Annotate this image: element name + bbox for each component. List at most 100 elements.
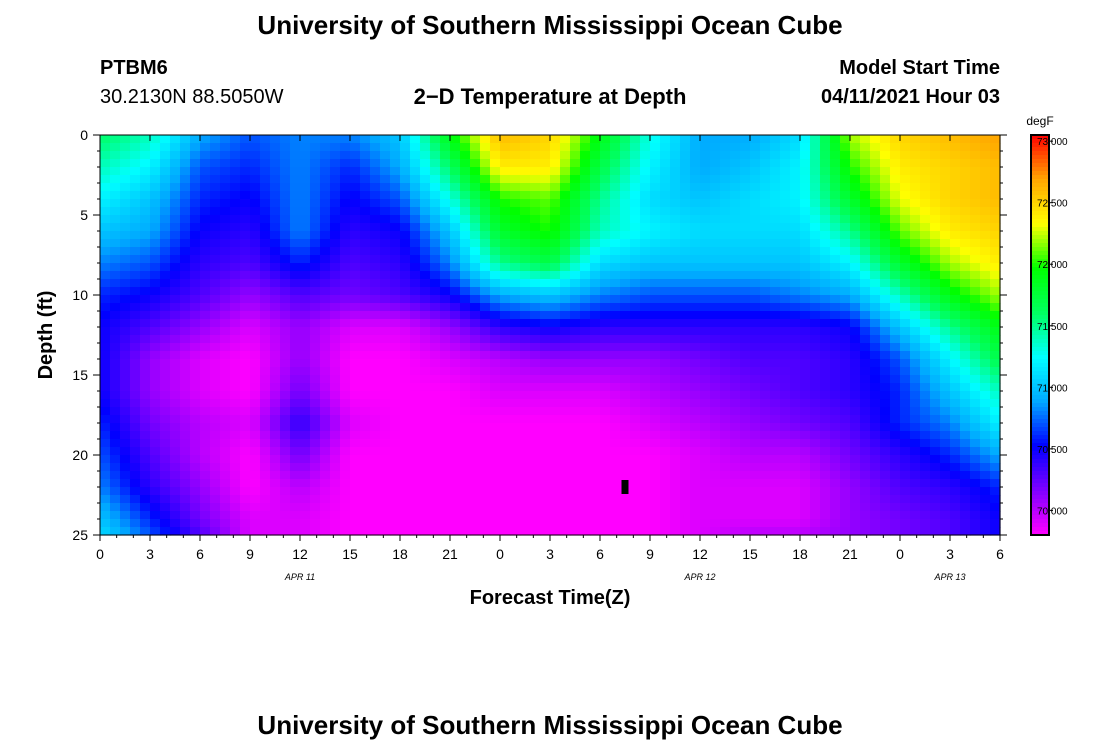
heatmap-cell <box>270 455 281 464</box>
heatmap-cell <box>980 519 991 528</box>
heatmap-cell <box>950 463 961 472</box>
heatmap-cell <box>550 239 561 248</box>
heatmap-cell <box>780 359 791 368</box>
heatmap-cell <box>880 519 891 528</box>
heatmap-cell <box>320 407 331 416</box>
heatmap-cell <box>540 487 551 496</box>
heatmap-cell <box>240 207 251 216</box>
heatmap-cell <box>260 191 271 200</box>
heatmap-cell <box>290 527 301 536</box>
heatmap-cell <box>790 167 801 176</box>
heatmap-cell <box>970 383 981 392</box>
heatmap-cell <box>290 303 301 312</box>
station-id: PTBM6 <box>100 57 168 79</box>
heatmap-cell <box>990 319 1001 328</box>
heatmap-cell <box>100 359 111 368</box>
heatmap-cell <box>510 151 521 160</box>
heatmap-cell <box>320 503 331 512</box>
heatmap-cell <box>150 287 161 296</box>
heatmap-cell <box>320 303 331 312</box>
colorbar-tick-label: 72.500 <box>1037 199 1068 210</box>
heatmap-cell <box>810 487 821 496</box>
heatmap-cell <box>790 303 801 312</box>
heatmap-cell <box>930 455 941 464</box>
heatmap-cell <box>510 327 521 336</box>
heatmap-cell <box>400 343 411 352</box>
heatmap-cell <box>610 343 621 352</box>
heatmap-cell <box>680 367 691 376</box>
heatmap-cell <box>730 191 741 200</box>
heatmap-cell <box>160 215 171 224</box>
heatmap-cell <box>710 375 721 384</box>
heatmap-cell <box>640 359 651 368</box>
heatmap-cell <box>470 463 481 472</box>
heatmap-cell <box>600 215 611 224</box>
heatmap-cell <box>770 287 781 296</box>
heatmap-cell <box>850 295 861 304</box>
heatmap-cell <box>840 343 851 352</box>
heatmap-cell <box>470 359 481 368</box>
heatmap-cell <box>740 439 751 448</box>
heatmap-cell <box>240 247 251 256</box>
heatmap-cell <box>270 191 281 200</box>
heatmap-cell <box>330 527 341 536</box>
heatmap-cell <box>690 311 701 320</box>
heatmap-cell <box>440 255 451 264</box>
heatmap-cell <box>490 271 501 280</box>
heatmap-cell <box>800 167 811 176</box>
heatmap-cell <box>620 415 631 424</box>
colorbar-segment <box>1031 451 1049 456</box>
heatmap-cell <box>890 343 901 352</box>
heatmap-cell <box>880 279 891 288</box>
heatmap-cell <box>240 239 251 248</box>
heatmap-cell <box>120 175 131 184</box>
heatmap-cell <box>710 135 721 144</box>
heatmap-cell <box>390 191 401 200</box>
heatmap-cell <box>210 423 221 432</box>
heatmap-cell <box>780 327 791 336</box>
heatmap-cell <box>180 383 191 392</box>
heatmap-cell <box>200 151 211 160</box>
heatmap-cell <box>440 207 451 216</box>
heatmap-cell <box>790 519 801 528</box>
heatmap-cell <box>300 279 311 288</box>
heatmap-cell <box>170 399 181 408</box>
heatmap-cell <box>690 447 701 456</box>
heatmap-cell <box>260 295 271 304</box>
heatmap-cell <box>980 527 991 536</box>
heatmap-cell <box>640 407 651 416</box>
heatmap-cell <box>760 231 771 240</box>
heatmap-cell <box>870 479 881 488</box>
heatmap-cell <box>570 175 581 184</box>
heatmap-cell <box>950 471 961 480</box>
heatmap-cell <box>930 199 941 208</box>
heatmap-cell <box>530 183 541 192</box>
heatmap-cell <box>670 199 681 208</box>
heatmap-cell <box>970 311 981 320</box>
heatmap-cell <box>280 263 291 272</box>
heatmap-cell <box>170 135 181 144</box>
heatmap-cell <box>480 431 491 440</box>
heatmap-cell <box>210 359 221 368</box>
heatmap-cell <box>270 207 281 216</box>
heatmap-cell <box>260 231 271 240</box>
heatmap-cell <box>450 351 461 360</box>
heatmap-cell <box>860 295 871 304</box>
heatmap-cell <box>640 199 651 208</box>
heatmap-cell <box>780 391 791 400</box>
heatmap-cell <box>140 463 151 472</box>
heatmap-cell <box>960 167 971 176</box>
heatmap-cell <box>340 351 351 360</box>
heatmap-cell <box>760 439 771 448</box>
heatmap-cell <box>310 239 321 248</box>
heatmap-cell <box>970 415 981 424</box>
heatmap-cell <box>720 191 731 200</box>
heatmap-cell <box>410 511 421 520</box>
heatmap-cell <box>250 255 261 264</box>
heatmap-cell <box>130 183 141 192</box>
heatmap-cell <box>720 415 731 424</box>
heatmap-cell <box>960 231 971 240</box>
heatmap-cell <box>540 327 551 336</box>
heatmap-cell <box>160 183 171 192</box>
heatmap-cell <box>640 519 651 528</box>
